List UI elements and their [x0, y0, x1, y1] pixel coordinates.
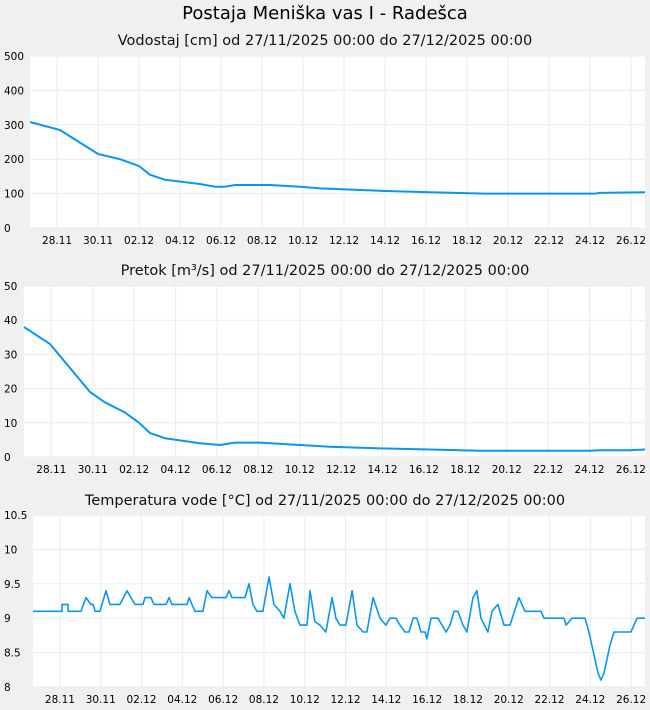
chart-title: Pretok [m³/s] od 27/11/2025 00:00 do 27/… [121, 263, 530, 279]
y-tick-label: 0 [4, 452, 11, 464]
x-tick-label: 08.12 [243, 464, 273, 476]
x-tick-label: 14.12 [367, 464, 397, 476]
x-tick-label: 06.12 [206, 235, 236, 247]
y-tick-label: 10.5 [4, 510, 27, 522]
x-tick-label: 30.11 [78, 464, 108, 476]
x-tick-label: 24.12 [575, 235, 605, 247]
x-tick-label: 24.12 [574, 464, 604, 476]
x-tick-label: 02.12 [126, 694, 156, 706]
x-tick-label: 08.12 [247, 235, 277, 247]
x-tick-label: 10.12 [290, 694, 320, 706]
y-tick-label: 8.5 [4, 648, 21, 660]
y-tick-label: 20 [4, 384, 17, 396]
x-tick-label: 30.11 [86, 694, 116, 706]
x-tick-label: 04.12 [167, 694, 197, 706]
x-tick-label: 20.12 [492, 464, 522, 476]
x-tick-label: 10.12 [285, 464, 315, 476]
y-tick-label: 100 [4, 189, 24, 201]
water-temperature-series-line [33, 576, 645, 681]
x-tick-label: 24.12 [575, 694, 605, 706]
plot-area [24, 286, 645, 457]
x-tick-label: 22.12 [533, 464, 563, 476]
x-tick-label: 16.12 [412, 694, 442, 706]
y-tick-label: 0 [4, 223, 11, 235]
x-tick-label: 26.12 [616, 235, 646, 247]
x-tick-label: 14.12 [371, 694, 401, 706]
y-tick-label: 400 [4, 85, 24, 97]
x-tick-label: 28.11 [42, 235, 72, 247]
x-tick-label: 18.12 [452, 235, 482, 247]
y-tick-label: 500 [4, 51, 24, 63]
x-tick-label: 16.12 [411, 235, 441, 247]
x-tick-label: 28.11 [36, 464, 66, 476]
y-tick-label: 8 [4, 682, 11, 694]
x-tick-label: 18.12 [450, 464, 480, 476]
x-tick-label: 22.12 [534, 235, 564, 247]
x-tick-label: 12.12 [330, 694, 360, 706]
y-tick-label: 40 [4, 315, 17, 327]
x-tick-label: 10.12 [288, 235, 318, 247]
y-tick-label: 300 [4, 120, 24, 132]
water-level-chart: Vodostaj [cm] od 27/11/2025 00:00 do 27/… [4, 33, 646, 247]
x-tick-label: 30.11 [83, 235, 113, 247]
x-tick-label: 08.12 [249, 694, 279, 706]
x-tick-label: 26.12 [616, 464, 646, 476]
y-tick-label: 10 [4, 544, 17, 556]
x-tick-label: 16.12 [409, 464, 439, 476]
x-tick-label: 04.12 [160, 464, 190, 476]
y-tick-label: 200 [4, 154, 24, 166]
x-tick-label: 12.12 [326, 464, 356, 476]
x-tick-label: 18.12 [453, 694, 483, 706]
x-tick-label: 06.12 [208, 694, 238, 706]
plot-area [33, 515, 645, 687]
station-title: Postaja Meniška vas I - Radešca [182, 3, 468, 24]
y-tick-label: 50 [4, 281, 17, 293]
plot-area [30, 56, 645, 228]
x-tick-label: 28.11 [45, 694, 75, 706]
y-tick-label: 10 [4, 418, 17, 430]
x-tick-label: 20.12 [494, 694, 524, 706]
x-tick-label: 06.12 [202, 464, 232, 476]
water-level-series-line [29, 121, 646, 195]
x-tick-label: 04.12 [165, 235, 195, 247]
chart-title: Temperatura vode [°C] od 27/11/2025 00:0… [84, 493, 565, 509]
discharge-series-line [23, 326, 646, 452]
y-tick-label: 30 [4, 349, 17, 361]
discharge-chart: Pretok [m³/s] od 27/11/2025 00:00 do 27/… [4, 263, 646, 476]
y-tick-label: 9 [4, 613, 11, 625]
x-tick-label: 02.12 [119, 464, 149, 476]
x-tick-label: 22.12 [534, 694, 564, 706]
x-tick-label: 26.12 [616, 694, 646, 706]
x-tick-label: 20.12 [493, 235, 523, 247]
x-tick-label: 14.12 [370, 235, 400, 247]
x-tick-label: 02.12 [124, 235, 154, 247]
chart-title: Vodostaj [cm] od 27/11/2025 00:00 do 27/… [118, 33, 532, 49]
y-tick-label: 9.5 [4, 579, 21, 591]
water-temperature-chart: Temperatura vode [°C] od 27/11/2025 00:0… [4, 493, 646, 706]
x-tick-label: 12.12 [329, 235, 359, 247]
